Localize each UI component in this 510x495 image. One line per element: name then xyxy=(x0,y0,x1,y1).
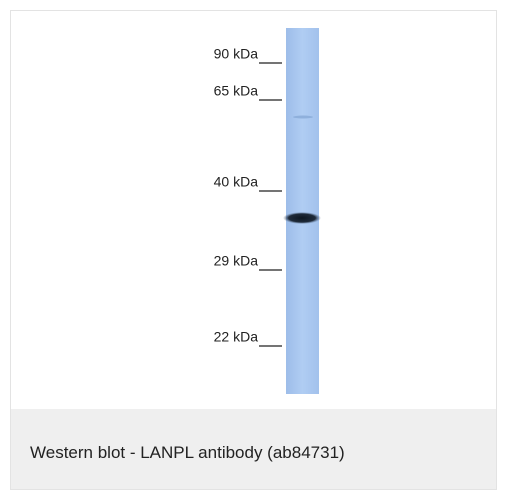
blot-image: 90 kDa 65 kDa 40 kDa 29 kDa 22 kDa xyxy=(214,28,321,394)
faint-band xyxy=(293,115,313,119)
band xyxy=(283,212,321,224)
marker-label: 29 kDa xyxy=(214,253,259,269)
caption-bar: Western blot - LANPL antibody (ab84731) xyxy=(11,409,496,489)
marker-label: 65 kDa xyxy=(214,83,259,99)
marker-label: 40 kDa xyxy=(214,174,259,190)
figure-frame xyxy=(10,10,497,490)
lane xyxy=(286,28,319,394)
caption: Western blot - LANPL antibody (ab84731) xyxy=(30,443,345,462)
marker-label: 90 kDa xyxy=(214,46,259,62)
marker-label: 22 kDa xyxy=(214,329,259,345)
